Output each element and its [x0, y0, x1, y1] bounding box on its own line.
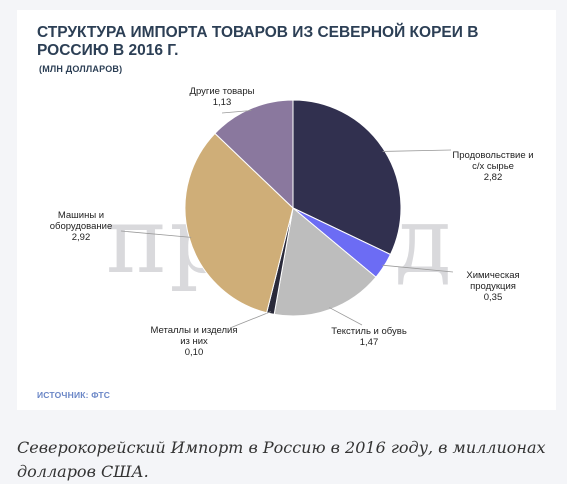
leader-line: [382, 264, 454, 273]
chart-title: СТРУКТУРА ИМПОРТА ТОВАРОВ ИЗ СЕВЕРНОЙ КО…: [37, 24, 479, 59]
slice-label: Другие товары 1,13: [190, 86, 255, 108]
leader-line: [221, 110, 252, 114]
leader-line: [382, 149, 452, 152]
slice-label: Металлы и изделия из них 0,10: [151, 325, 238, 358]
pie-slice: [184, 132, 294, 314]
slice-label: Машины и оборудование 2,92: [50, 210, 113, 243]
pie-slice: [273, 207, 377, 317]
figure-caption: Северокорейский Импорт в Россию в 2016 г…: [17, 438, 546, 481]
leader-line: [229, 311, 271, 329]
leader-line: [329, 307, 363, 326]
slice-label: Химическая продукция 0,35: [466, 270, 519, 303]
pie-slice: [292, 99, 402, 256]
pie-slice: [214, 99, 294, 210]
slice-label: Текстиль и обувь 1,47: [331, 326, 407, 348]
leader-line: [120, 230, 192, 238]
chart-card: СТРУКТУРА ИМПОРТА ТОВАРОВ ИЗ СЕВЕРНОЙ КО…: [17, 10, 556, 410]
source-note: ИСТОЧНИК: ФТС: [37, 390, 111, 400]
chart-subtitle: (МЛН ДОЛЛАРОВ): [39, 64, 123, 74]
slice-label: Продовольствие и с/х сырье 2,82: [452, 150, 533, 183]
pie-chart: Продовольствие и с/х сырье 2,82 Химическая п…: [50, 86, 534, 358]
